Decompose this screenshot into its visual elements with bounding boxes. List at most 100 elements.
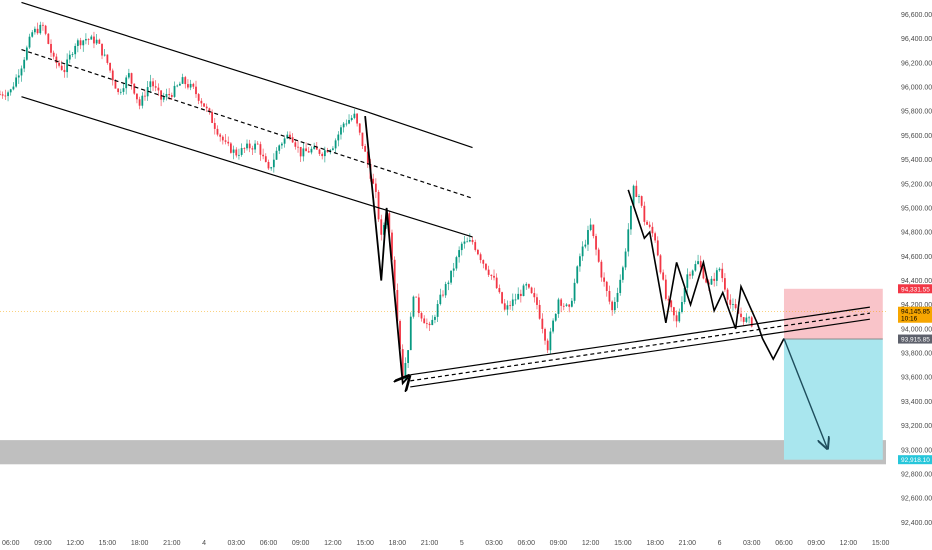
- candle-body: [442, 294, 444, 296]
- candle-body: [117, 88, 120, 93]
- candle-body: [25, 47, 28, 60]
- candle-body: [219, 134, 222, 137]
- candle-body: [501, 292, 503, 304]
- candle-body: [256, 143, 259, 145]
- time-tick-label: 12:00: [324, 540, 342, 547]
- trendline-3[interactable]: [21, 96, 473, 238]
- time-tick-label: 09:00: [292, 540, 310, 547]
- candle-body: [648, 224, 651, 227]
- candle-body: [176, 85, 179, 87]
- time-axis[interactable]: 06:00 09:00 12:00 15:00 18:00 21:00 4 03:00 06:0…: [2, 540, 890, 547]
- candle-body: [270, 167, 273, 169]
- candle-body: [318, 149, 321, 154]
- candle-body: [291, 137, 294, 143]
- candle-body: [391, 232, 393, 260]
- candle-body: [372, 178, 375, 184]
- candle-body: [557, 299, 560, 314]
- time-tick-label: 06:00: [260, 540, 278, 547]
- time-tick-label: 5: [460, 540, 464, 547]
- candle-body: [603, 277, 605, 282]
- candle-body: [55, 56, 58, 63]
- candle-body: [608, 290, 611, 302]
- time-tick-label: 12:00: [840, 540, 858, 547]
- candle-body: [60, 65, 63, 70]
- projection-arrow[interactable]: [783, 338, 827, 448]
- price-badge: [898, 284, 932, 294]
- candle-body: [374, 183, 377, 192]
- candle-body: [450, 270, 452, 283]
- candle-body: [326, 150, 329, 153]
- time-tick-label: 21:00: [679, 540, 697, 547]
- candle-body: [589, 224, 592, 231]
- candle-body: [17, 75, 20, 78]
- drawings-layer[interactable]: [21, 1, 870, 448]
- trendline-2[interactable]: [21, 49, 473, 199]
- time-tick-label: 06:00: [517, 540, 535, 547]
- candle-body: [103, 54, 106, 56]
- candle-body: [323, 150, 326, 157]
- candle-body: [745, 317, 748, 322]
- candle-body: [332, 148, 334, 150]
- candle-body: [213, 122, 216, 129]
- candle-body: [466, 241, 469, 243]
- trendline-4[interactable]: [410, 306, 870, 376]
- price-tick-label: 95,000.00: [901, 205, 932, 212]
- candle-body: [511, 299, 514, 306]
- candle-body: [686, 274, 689, 288]
- price-tick-label: 96,200.00: [901, 60, 932, 67]
- candle-body: [154, 86, 157, 88]
- candle-body: [4, 95, 7, 97]
- candle-body: [42, 24, 44, 26]
- trendline-1[interactable]: [21, 1, 473, 149]
- time-tick-label: 06:00: [775, 540, 793, 547]
- candle-body: [63, 69, 66, 73]
- candle-body: [530, 287, 533, 294]
- candle-body: [536, 297, 538, 305]
- candle-body: [538, 304, 541, 319]
- candle-body: [111, 70, 114, 81]
- candle-body: [544, 328, 546, 341]
- price-badge: [898, 334, 932, 344]
- wave-path-drop[interactable]: [364, 115, 408, 383]
- candle-body: [211, 112, 214, 123]
- candle-body: [517, 293, 520, 300]
- take-profit-zone[interactable]: [783, 339, 883, 460]
- time-tick-label: 09:00: [807, 540, 825, 547]
- candle-body: [90, 36, 93, 40]
- candle-body: [141, 95, 144, 106]
- trendline-5[interactable]: [410, 312, 870, 382]
- price-tick-label: 92,400.00: [901, 520, 932, 527]
- candle-body: [71, 54, 74, 56]
- candle-body: [321, 153, 324, 157]
- wave-path-projection[interactable]: [627, 189, 785, 361]
- candle-body: [718, 268, 721, 271]
- time-tick-label: 06:00: [2, 540, 20, 547]
- candle-body: [168, 94, 171, 96]
- candle-body: [254, 143, 256, 150]
- candle-body: [313, 146, 316, 149]
- price-axis[interactable]: 96,600.00 96,400.00 96,200.00 96,000.00 95,8…: [901, 12, 932, 527]
- candle-body: [114, 80, 117, 89]
- candle-body: [251, 148, 254, 150]
- price-tick-label: 96,600.00: [901, 12, 932, 19]
- trendline-6[interactable]: [410, 318, 870, 388]
- candle-body: [541, 318, 544, 329]
- time-tick-label: 15:00: [99, 540, 117, 547]
- candle-body: [713, 278, 716, 281]
- price-tick-label: 94,600.00: [901, 254, 932, 261]
- stop-loss-zone[interactable]: [783, 288, 883, 340]
- time-tick-label: 03:00: [485, 540, 503, 547]
- price-tick-label: 94,400.00: [901, 278, 932, 285]
- time-tick-label: 09:00: [550, 540, 568, 547]
- candle-body: [95, 39, 98, 44]
- candle-body: [138, 99, 141, 106]
- candle-body: [554, 313, 557, 321]
- candle-body: [9, 89, 12, 93]
- candle-body: [522, 285, 525, 297]
- candle-body: [337, 134, 340, 141]
- candle-body: [396, 290, 399, 321]
- candle-body: [208, 108, 211, 113]
